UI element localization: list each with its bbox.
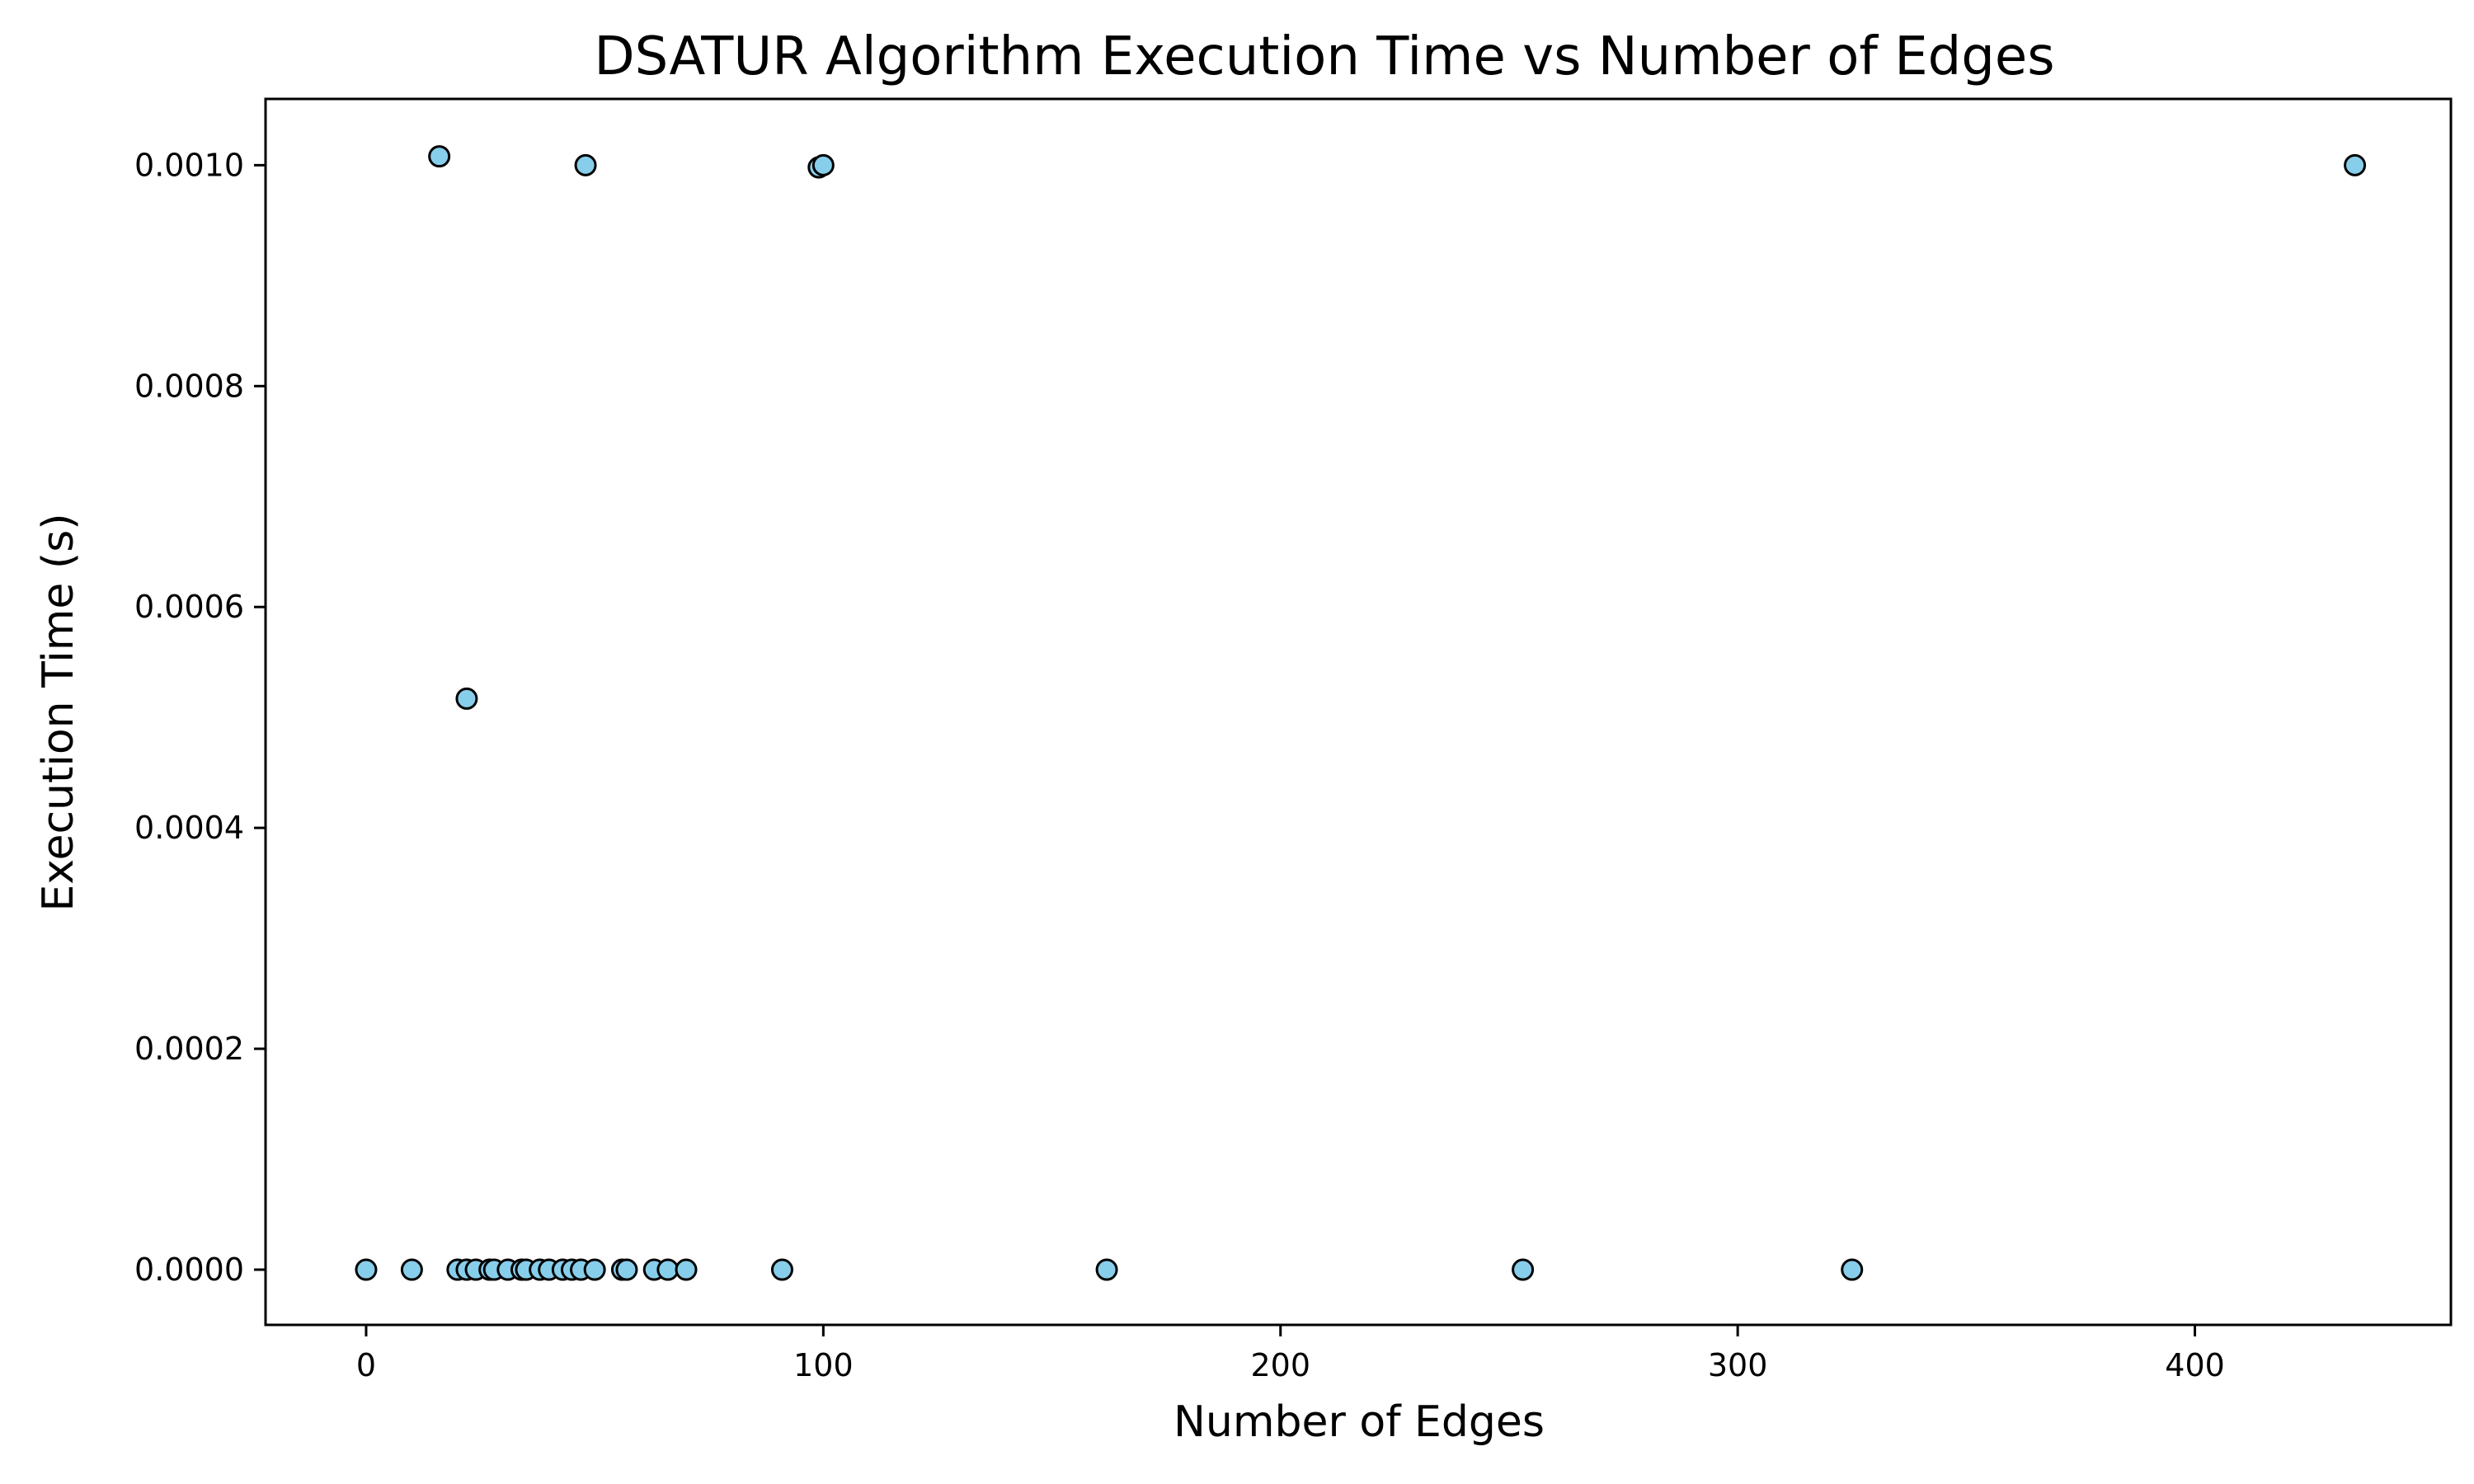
data-point — [1095, 1258, 1118, 1281]
data-point — [2344, 153, 2367, 176]
data-point — [574, 153, 597, 176]
data-point — [428, 145, 451, 168]
x-axis-ticks: 0 100 200 300 400 — [356, 1325, 2225, 1383]
x-axis-title: Number of Edges — [1174, 1397, 1545, 1447]
x-tick-label: 0 — [356, 1347, 376, 1383]
data-points — [355, 145, 2367, 1281]
chart-title: DSATUR Algorithm Execution Time vs Numbe… — [594, 26, 2054, 87]
y-tick-label: 0.0000 — [134, 1252, 244, 1288]
y-tick-label: 0.0004 — [134, 810, 244, 846]
data-point — [811, 153, 835, 176]
data-point — [583, 1258, 606, 1281]
x-tick-label: 100 — [793, 1347, 854, 1383]
x-tick-label: 300 — [1708, 1347, 1768, 1383]
x-tick-label: 200 — [1250, 1347, 1310, 1383]
y-tick-label: 0.0008 — [134, 368, 244, 404]
data-point — [675, 1258, 698, 1281]
data-point — [400, 1258, 423, 1281]
data-point — [656, 1258, 680, 1281]
plot-frame — [264, 97, 2453, 1327]
data-point — [455, 687, 478, 710]
y-tick-label: 0.0010 — [134, 147, 244, 183]
y-tick-label: 0.0006 — [134, 589, 244, 625]
x-tick-label: 400 — [2165, 1347, 2225, 1383]
data-point — [770, 1258, 793, 1281]
data-point — [1512, 1258, 1535, 1281]
y-axis-title: Execution Time (s) — [34, 513, 83, 911]
y-tick-label: 0.0002 — [134, 1031, 244, 1067]
y-axis-ticks: 0.0000 0.0002 0.0004 0.0006 0.0008 0.0010 — [134, 147, 266, 1288]
data-point — [615, 1258, 638, 1281]
data-point — [1841, 1258, 1864, 1281]
data-point — [355, 1258, 378, 1281]
